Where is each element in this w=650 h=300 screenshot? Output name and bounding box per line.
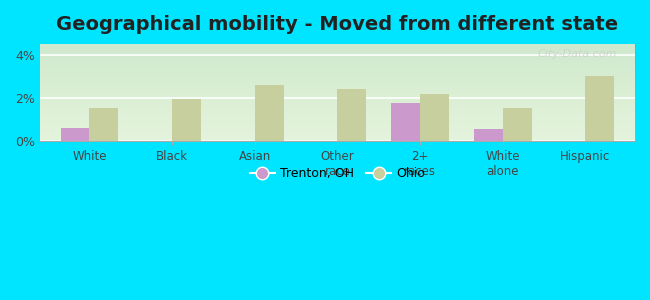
Bar xyxy=(474,129,502,141)
Text: City-Data.com: City-Data.com xyxy=(538,49,617,59)
Bar xyxy=(60,128,90,141)
Legend: Trenton, OH, Ohio: Trenton, OH, Ohio xyxy=(245,162,430,185)
Bar xyxy=(337,89,367,141)
Bar xyxy=(586,76,614,141)
Title: Geographical mobility - Moved from different state: Geographical mobility - Moved from diffe… xyxy=(57,15,619,34)
Bar xyxy=(255,85,283,141)
Bar xyxy=(420,94,449,141)
Bar xyxy=(90,108,118,141)
Bar xyxy=(391,103,420,141)
Bar xyxy=(172,99,201,141)
Bar xyxy=(502,108,532,141)
